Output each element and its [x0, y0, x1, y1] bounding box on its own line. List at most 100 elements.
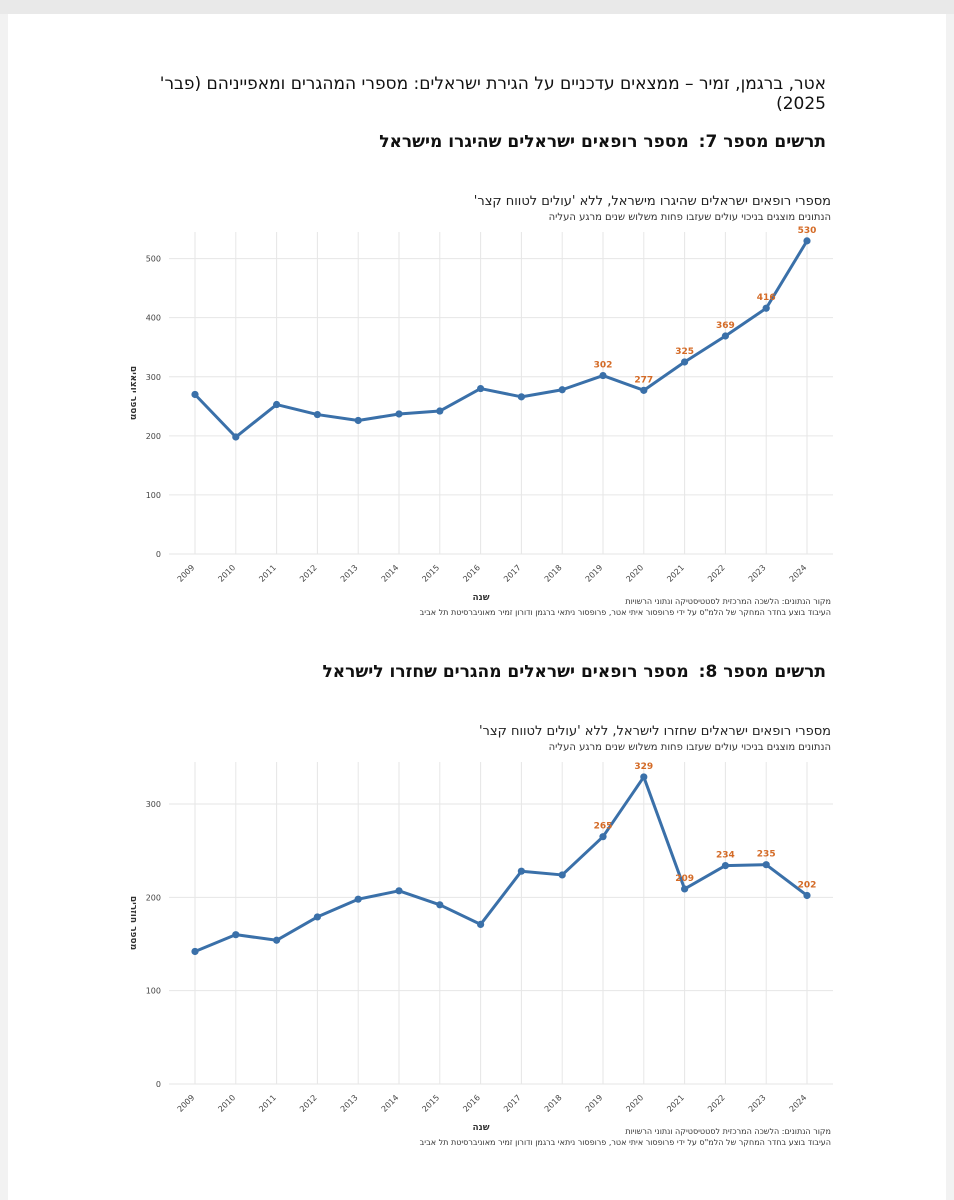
- data-point: [558, 386, 566, 394]
- chart-2-source: מקור הנתונים: הלשכה המרכזית לסטטיסטיקה ו…: [625, 1127, 831, 1136]
- x-tick-label: 2009: [176, 563, 197, 584]
- document-page: אטר, ברגמן, זמיר – ממצאים עדכניים על הגי…: [8, 14, 946, 1200]
- data-point: [681, 358, 689, 366]
- chart-1-plot: 0 100 200 300 400 500 2009 2010 2011 2012 2013 2014…: [128, 226, 833, 603]
- x-tick-label: 2016: [461, 563, 482, 584]
- y-tick-label: 200: [146, 893, 161, 902]
- data-label: 202: [798, 880, 817, 890]
- x-tick-label: 2011: [257, 1093, 278, 1114]
- data-point: [517, 867, 525, 875]
- y-tick-label: 0: [156, 1080, 161, 1089]
- x-tick-label: 2015: [420, 563, 441, 584]
- y-axis-title: מספר יוצאים: [128, 366, 138, 420]
- x-tick-label: 2010: [216, 563, 237, 584]
- x-tick-label: 2010: [216, 1093, 237, 1114]
- data-point: [803, 237, 811, 245]
- y-tick-label: 0: [156, 550, 161, 559]
- x-tick-label: 2019: [584, 563, 605, 584]
- x-tick-label: 2017: [502, 563, 523, 584]
- top-bar: [0, 0, 954, 14]
- data-point: [558, 871, 566, 879]
- y-tick-label: 200: [146, 432, 161, 441]
- chart-1-source: מקור הנתונים: הלשכה המרכזית לסטטיסטיקה ו…: [625, 597, 831, 606]
- data-point: [354, 416, 362, 425]
- x-tick-label: 2017: [502, 1093, 523, 1114]
- data-label: 234: [716, 851, 735, 861]
- figure-7-heading: מספר רופאים ישראלים שהיגרו מישראל: [379, 132, 689, 152]
- series-line: [194, 775, 808, 953]
- x-tick-label: 2012: [298, 1093, 319, 1114]
- chart-1-processing: העיבוד בוצע בחדר המחקר של הלמ"ס על ידי פ…: [419, 608, 831, 617]
- data-label: 265: [594, 822, 613, 832]
- data-label: 302: [594, 361, 613, 371]
- chart-2-container: מספרי רופאים ישראלים שחזרו לישראל, ללא '…: [113, 720, 853, 1160]
- data-label: 325: [675, 347, 694, 357]
- y-axis-title: מספר חוזרים: [128, 896, 138, 950]
- x-tick-label: 2018: [543, 1093, 564, 1114]
- y-tick-label: 400: [146, 314, 161, 323]
- figure-8-heading: מספר רופאים ישראלים מהגרים שחזרו לישראל: [322, 662, 689, 682]
- data-point: [313, 913, 321, 921]
- chart-2-title: מספרי רופאים ישראלים שחזרו לישראל, ללא '…: [478, 724, 831, 739]
- x-tick-label: 2024: [788, 1093, 809, 1114]
- data-point: [191, 947, 199, 956]
- x-tick-label: 2012: [298, 563, 319, 584]
- figure-7-title: תרשים מספר 7: מספר רופאים ישראלים שהיגרו …: [126, 132, 826, 152]
- y-tick-label: 300: [146, 800, 161, 809]
- x-tick-label: 2021: [665, 1093, 686, 1114]
- y-tick-label: 500: [146, 255, 161, 264]
- data-point: [599, 833, 607, 841]
- chart-1-footnote: מקור הנתונים: הלשכה המרכזית לסטטיסטיקה ו…: [231, 596, 831, 618]
- x-tick-label: 2020: [624, 563, 645, 584]
- chart-1-container: מספרי רופאים ישראלים שהיגרו מישראל, ללא …: [113, 190, 853, 630]
- y-tick-label: 100: [146, 491, 161, 500]
- data-point: [395, 410, 403, 418]
- data-label: 416: [757, 293, 776, 303]
- data-label: 369: [716, 321, 735, 331]
- x-tick-label: 2014: [380, 1093, 401, 1114]
- y-tick-label: 300: [146, 373, 161, 382]
- x-tick-label: 2013: [339, 563, 360, 584]
- x-tick-label: 2023: [747, 1093, 768, 1114]
- data-point: [599, 371, 607, 380]
- data-point: [313, 410, 321, 419]
- data-label: 329: [634, 762, 653, 772]
- x-tick-label: 2018: [543, 563, 564, 584]
- figure-8-label: תרשים מספר 8:: [698, 662, 826, 682]
- x-tick-label: 2019: [584, 1093, 605, 1114]
- x-tick-label: 2016: [461, 1093, 482, 1114]
- data-point: [232, 433, 240, 441]
- data-point: [191, 390, 199, 399]
- chart-1-title: מספרי רופאים ישראלים שהיגרו מישראל, ללא …: [473, 194, 831, 209]
- data-label: 209: [675, 874, 694, 884]
- data-point: [762, 861, 770, 869]
- data-point: [640, 773, 648, 781]
- data-point: [762, 304, 770, 312]
- data-point: [436, 901, 444, 909]
- y-tick-label: 100: [146, 987, 161, 996]
- x-tick-label: 2015: [420, 1093, 441, 1114]
- data-point: [721, 332, 730, 340]
- x-tick-label: 2013: [339, 1093, 360, 1114]
- data-point: [477, 920, 485, 928]
- figure-8-title: תרשים מספר 8: מספר רופאים ישראלים מהגרים …: [126, 662, 826, 682]
- x-tick-label: 2014: [380, 563, 401, 584]
- data-point: [436, 407, 444, 415]
- data-point: [273, 400, 281, 409]
- data-label: 530: [798, 226, 817, 236]
- data-point: [721, 862, 730, 870]
- x-tick-label: 2011: [257, 563, 278, 584]
- series-line: [193, 240, 809, 439]
- x-axis-title: שנה: [472, 593, 489, 603]
- data-label: 277: [634, 375, 653, 385]
- chart-2-footnote: מקור הנתונים: הלשכה המרכזית לסטטיסטיקה ו…: [231, 1126, 831, 1148]
- x-tick-label: 2020: [624, 1093, 645, 1114]
- chart-2-plot: 0 100 200 300 2009 2010 2011 2012 2013 2014 2015 20…: [128, 762, 833, 1133]
- chart-1-subtitle: הנתונים מוצגים בניכוי עולים שעזבו פחות מ…: [548, 212, 831, 223]
- data-label: 235: [757, 850, 776, 860]
- x-axis-title: שנה: [472, 1123, 489, 1133]
- data-point: [232, 931, 240, 939]
- data-point: [803, 891, 811, 900]
- x-tick-label: 2009: [176, 1093, 197, 1114]
- chart-2-subtitle: הנתונים מוצגים בניכוי עולים שעזבו פחות מ…: [548, 742, 831, 753]
